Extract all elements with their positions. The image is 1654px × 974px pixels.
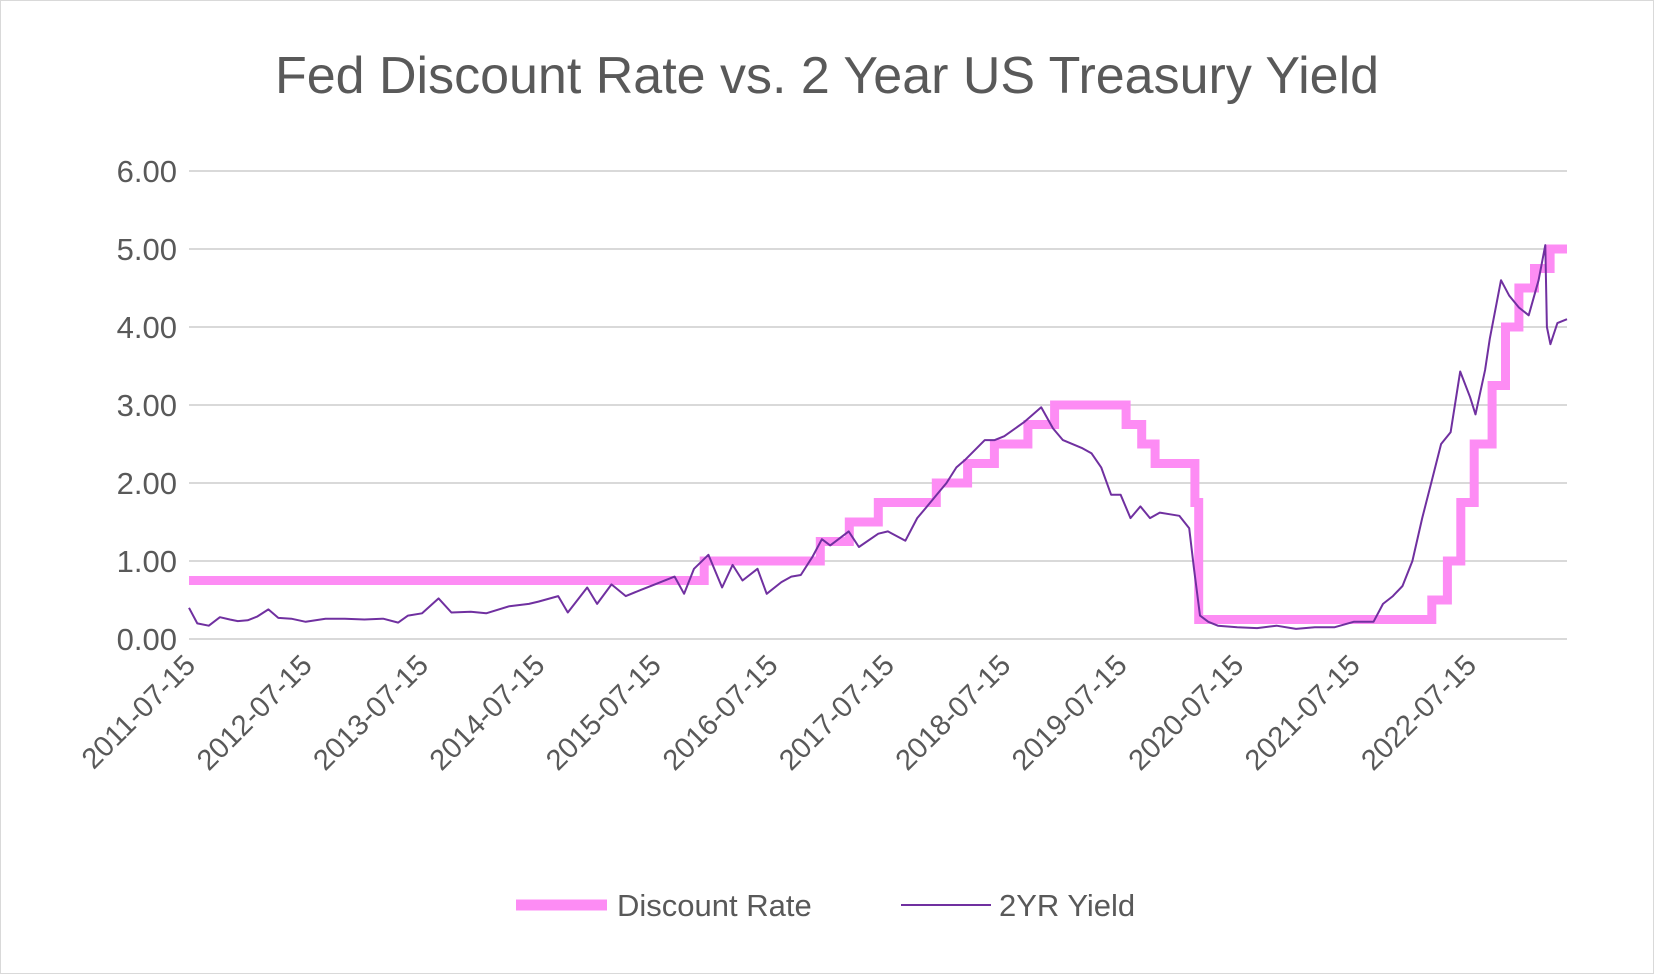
x-tick-label: 2015-07-15	[540, 649, 668, 777]
gridlines	[189, 170, 1567, 640]
x-tick-label: 2021-07-15	[1239, 649, 1367, 777]
x-tick-label: 2014-07-15	[424, 649, 552, 777]
x-tick-label: 2022-07-15	[1356, 649, 1484, 777]
y-tick-label: 6.00	[117, 154, 177, 189]
y-tick-label: 3.00	[117, 388, 177, 423]
x-tick-label: 2019-07-15	[1006, 649, 1134, 777]
x-tick-label: 2020-07-15	[1123, 649, 1251, 777]
y-tick-label: 1.00	[117, 544, 177, 579]
y-tick-label: 4.00	[117, 310, 177, 345]
x-tick-label: 2016-07-15	[657, 649, 785, 777]
x-tick-label: 2018-07-15	[890, 649, 1018, 777]
y-tick-label: 5.00	[117, 232, 177, 267]
chart-title: Fed Discount Rate vs. 2 Year US Treasury…	[275, 47, 1379, 105]
series-line-2yr-yield	[188, 244, 1568, 630]
x-tick-label: 2011-07-15	[76, 649, 202, 775]
x-tick-label: 2012-07-15	[191, 649, 319, 777]
y-tick-label: 0.00	[117, 622, 177, 657]
series-lines	[188, 244, 1568, 630]
y-tick-label: 2.00	[117, 466, 177, 501]
x-tick-label: 2017-07-15	[773, 649, 901, 777]
x-tick-label: 2013-07-15	[307, 649, 435, 777]
series-line-discount-rate	[189, 244, 1567, 624]
legend-label-discount-rate: Discount Rate	[617, 888, 812, 923]
x-axis-ticks: 2011-07-152012-07-152013-07-152014-07-15…	[76, 649, 1483, 777]
legend: Discount Rate 2YR Yield	[516, 888, 1135, 923]
y-axis-ticks: 0.00 1.00 2.00 3.00 4.00 5.00 6.00	[117, 154, 177, 657]
legend-label-2yr-yield: 2YR Yield	[999, 888, 1135, 923]
